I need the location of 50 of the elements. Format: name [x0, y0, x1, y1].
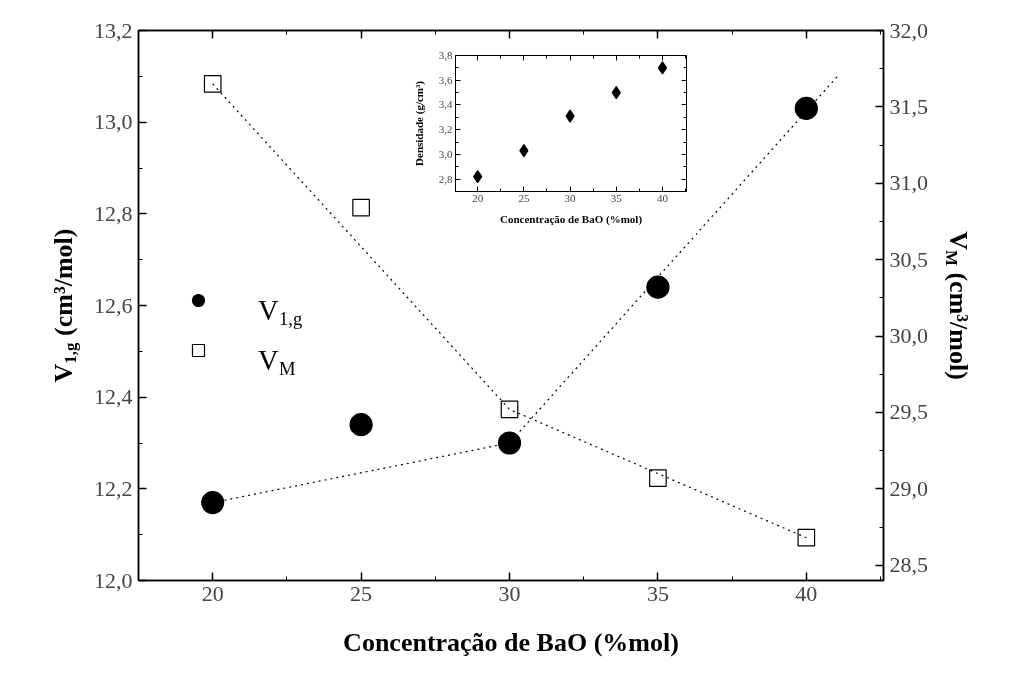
- x-tick-label: 35: [646, 580, 669, 606]
- point: [201, 491, 225, 515]
- y2-tick-label: 30,0: [889, 323, 928, 349]
- y-tick-label: 12,8: [94, 200, 133, 226]
- y2-tick-label: 28,5: [889, 552, 928, 578]
- x-tick-label: 40: [795, 580, 818, 606]
- x-tick-label: 40: [656, 191, 669, 204]
- y-tick-label: 12,2: [94, 475, 133, 501]
- y-tick-label: 12,0: [94, 567, 133, 593]
- x-tick-label: 30: [564, 191, 577, 204]
- y2-tick-label: 29,0: [889, 475, 928, 501]
- point: [352, 198, 370, 217]
- point: [565, 109, 575, 123]
- y-axis-title: Densidade (g/cm³): [413, 80, 427, 166]
- x-tick-label: 20: [472, 191, 484, 204]
- point: [349, 413, 373, 437]
- y-tick-label: 3,2: [438, 123, 453, 136]
- y-tick-label: 13,2: [94, 17, 133, 43]
- point: [497, 431, 522, 455]
- x-tick-label: 35: [610, 191, 623, 204]
- y-tick-label: 3,6: [438, 73, 453, 86]
- y2-tick-label: 31,0: [889, 170, 928, 196]
- point: [649, 469, 667, 487]
- x-tick-label: 25: [350, 580, 373, 606]
- y-tick-label: 3,0: [438, 147, 453, 160]
- y-axis-title: V1,g (cm³/mol): [49, 228, 81, 383]
- point: [646, 275, 670, 299]
- y2-axis-title: VM (cm³/mol): [941, 231, 973, 380]
- y-tick-label: 3,4: [438, 98, 453, 111]
- point: [500, 400, 519, 419]
- y-tick-label: 12,6: [94, 292, 133, 318]
- x-axis-title: Concentração de BaO (%mol): [499, 213, 643, 226]
- y-tick-label: 13,0: [94, 109, 133, 135]
- x-axis-title: Concentração de BaO (%mol): [343, 627, 679, 657]
- x-tick-label: 25: [518, 191, 530, 204]
- y2-tick-label: 30,5: [889, 246, 928, 272]
- y2-tick-label: 32,0: [889, 17, 928, 43]
- point: [203, 75, 222, 93]
- y-tick-label: 2,8: [438, 172, 453, 185]
- y-tick-label: 12,4: [94, 384, 133, 410]
- point: [519, 144, 529, 158]
- y2-tick-label: 31,5: [889, 93, 928, 119]
- x-tick-label: 30: [498, 580, 521, 606]
- point: [657, 61, 668, 75]
- point: [794, 96, 818, 120]
- x-tick-label: 20: [201, 580, 224, 606]
- point: [473, 170, 483, 184]
- y2-tick-label: 29,5: [889, 399, 928, 425]
- y-tick-label: 3,8: [438, 49, 453, 61]
- point: [797, 528, 816, 547]
